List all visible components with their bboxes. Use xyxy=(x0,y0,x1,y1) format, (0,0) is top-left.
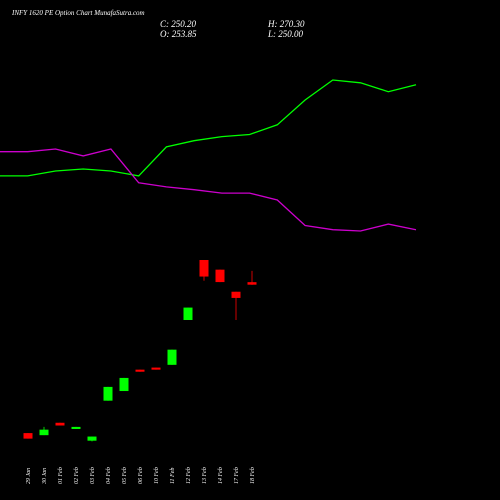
open-label: O: 253.85 xyxy=(160,29,197,39)
x-tick-label: 12 Feb xyxy=(186,467,192,484)
x-tick-label: 05 Feb xyxy=(122,467,128,484)
x-tick-label: 10 Feb xyxy=(154,467,160,484)
candle-body xyxy=(135,369,145,372)
x-tick-label: 17 Feb xyxy=(234,467,240,484)
candle-body xyxy=(151,367,161,370)
indicator-line xyxy=(0,79,417,177)
x-tick-label: 04 Feb xyxy=(105,467,112,484)
high-label: H: 270.30 xyxy=(267,19,305,29)
x-tick-label: 02 Feb xyxy=(74,467,80,484)
chart-title: INFY 1620 PE Option Chart MunafaSutra.co… xyxy=(11,9,145,17)
candle-body xyxy=(231,291,241,298)
close-label: C: 250.20 xyxy=(160,19,197,29)
x-tick-label: 29 Jan xyxy=(26,468,32,484)
indicator-line xyxy=(0,148,417,232)
low-label: L: 250.00 xyxy=(267,29,304,39)
candle-body xyxy=(87,436,97,441)
x-tick-label: 14 Feb xyxy=(217,467,224,484)
candle-body xyxy=(247,282,257,285)
x-tick-label: 18 Feb xyxy=(250,467,256,484)
candle-body xyxy=(71,426,81,429)
x-tick-label: 01 Feb xyxy=(58,467,64,484)
candle-body xyxy=(119,377,129,392)
candle-body xyxy=(215,269,225,283)
candle-body xyxy=(55,422,65,426)
candle-body xyxy=(183,307,193,320)
x-tick-label: 30 Jan xyxy=(42,468,48,485)
x-tick-label: 03 Feb xyxy=(90,467,96,484)
x-tick-label: 11 Feb xyxy=(170,468,176,484)
x-tick-label: 06 Feb xyxy=(138,467,144,484)
x-tick-label: 13 Feb xyxy=(202,467,208,484)
candle-body xyxy=(23,433,33,439)
candle-body xyxy=(199,260,209,277)
candle-body xyxy=(103,386,113,401)
candle-body xyxy=(39,429,49,436)
candle-body xyxy=(167,349,177,365)
